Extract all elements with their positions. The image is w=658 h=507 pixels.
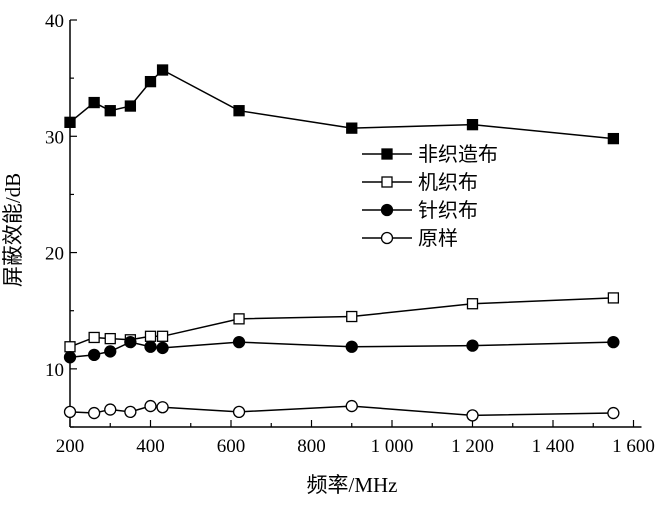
data-point — [607, 335, 620, 349]
data-point — [104, 403, 117, 416]
x-axis-label: 频率/MHz — [307, 473, 398, 497]
data-point — [104, 332, 116, 345]
y-tick-label: 10 — [45, 360, 64, 381]
x-tick-label: 200 — [56, 436, 85, 457]
series-3 — [63, 399, 620, 422]
y-tick-label: 30 — [45, 127, 64, 148]
data-point — [346, 310, 358, 323]
data-point — [466, 339, 479, 352]
legend-marker — [380, 231, 394, 245]
legend-marker — [381, 176, 393, 188]
legend-marker — [381, 148, 393, 160]
data-point — [156, 330, 169, 342]
x-tick-label: 1 000 — [371, 436, 414, 457]
legend-label: 原样 — [418, 227, 458, 250]
data-point — [88, 96, 100, 109]
data-point — [156, 341, 169, 355]
data-point — [466, 298, 479, 310]
data-point — [346, 122, 358, 134]
data-point — [124, 100, 137, 112]
data-point — [156, 401, 169, 414]
legend-item: 非织造布 — [362, 143, 498, 166]
legend-item: 原样 — [362, 227, 458, 250]
series-line — [69, 69, 614, 140]
data-point — [104, 345, 117, 358]
x-tick-label: 1 200 — [451, 436, 494, 457]
data-point — [345, 340, 358, 353]
data-point — [124, 335, 137, 349]
data-point — [88, 331, 100, 344]
data-point — [466, 409, 479, 422]
series-0 — [64, 64, 620, 145]
data-point — [233, 105, 245, 117]
data-point — [64, 341, 76, 353]
data-point — [232, 335, 246, 349]
data-point — [88, 348, 101, 362]
y-tick-label: 40 — [45, 11, 64, 32]
x-tick-label: 800 — [297, 436, 326, 457]
data-point — [144, 330, 157, 342]
data-point — [104, 105, 116, 117]
legend-item: 针织布 — [362, 199, 478, 222]
series-line — [69, 297, 614, 348]
data-point — [466, 119, 479, 131]
data-point — [233, 313, 245, 325]
data-point — [607, 292, 620, 304]
data-point — [64, 116, 76, 128]
legend-label: 针织布 — [418, 199, 478, 222]
data-point — [63, 405, 77, 419]
data-point — [345, 399, 358, 413]
legend-label: 非织造布 — [418, 143, 498, 166]
x-tick-label: 600 — [217, 436, 246, 457]
data-point — [88, 406, 101, 420]
data-point — [144, 399, 157, 413]
y-tick-label: 20 — [45, 244, 64, 265]
x-tick-label: 1 600 — [612, 436, 655, 457]
data-point — [232, 405, 246, 419]
series-2 — [63, 335, 620, 364]
y-axis-label: 屏蔽效能/dB — [1, 173, 25, 287]
x-tick-label: 1 400 — [532, 436, 575, 457]
data-point — [144, 75, 157, 88]
data-point — [124, 405, 137, 419]
data-point — [63, 351, 77, 364]
data-point — [607, 406, 620, 420]
data-point — [156, 64, 169, 76]
data-point — [607, 132, 620, 145]
legend-label: 机织布 — [418, 171, 478, 194]
data-point — [144, 340, 157, 353]
legend-item: 机织布 — [362, 171, 478, 194]
legend-marker — [380, 203, 394, 217]
x-tick-label: 400 — [136, 436, 165, 457]
